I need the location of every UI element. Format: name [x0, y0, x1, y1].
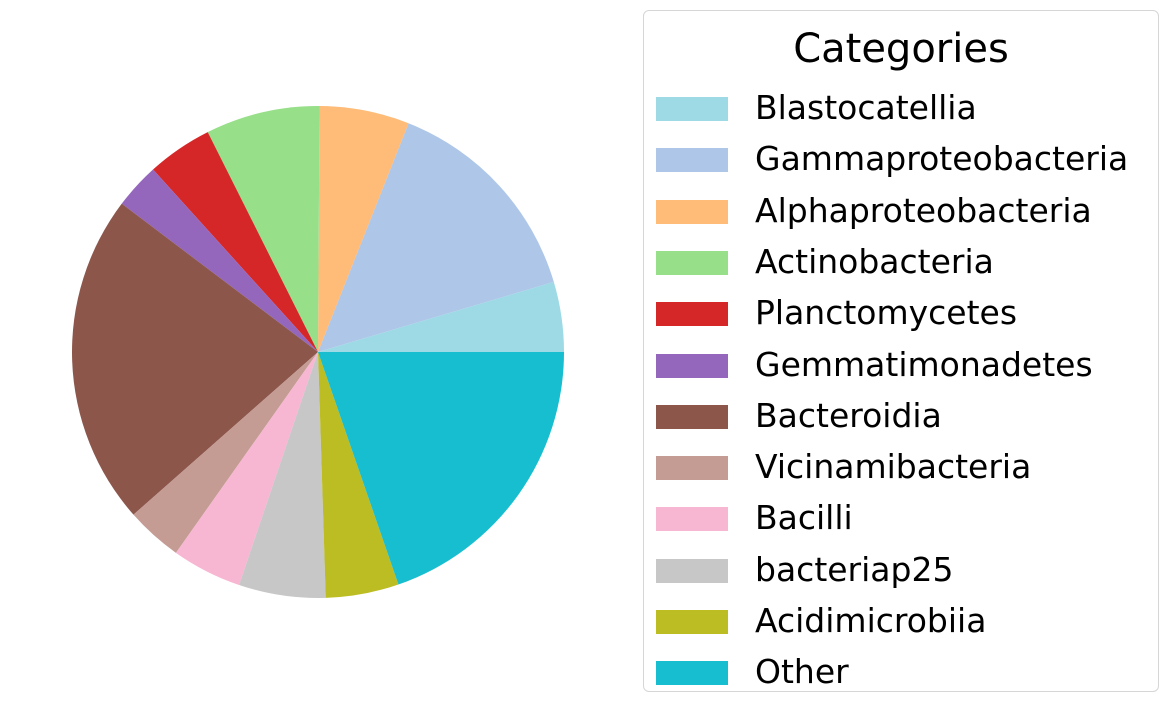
legend-label: Planctomycetes [755, 293, 1018, 333]
legend-swatch [656, 610, 728, 634]
legend-item-acidimicrobiia: Acidimicrobiia [656, 600, 1156, 640]
legend-item-bacteriap25: bacteriap25 [656, 549, 1156, 589]
legend-swatch [656, 199, 728, 224]
pie-slice-bacteriap25 [239, 352, 326, 599]
pie-slice-other [318, 352, 564, 585]
legend-item-bacilli: Bacilli [656, 497, 1156, 537]
legend: Categories Blastocatellia Gammaproteobact… [643, 10, 1159, 692]
legend-label: Other [755, 652, 849, 692]
legend-swatch [656, 148, 728, 173]
pie-slice-alphaproteobacteria [318, 106, 409, 352]
legend-item-bacteroidia: Bacteroidia [656, 395, 1156, 435]
legend-swatch [656, 456, 728, 481]
legend-label: Vicinamibacteria [755, 447, 1032, 487]
legend-swatch [656, 250, 728, 275]
pie-slice-planctomycetes [153, 132, 318, 352]
legend-item-gemmatimonadetes: Gemmatimonadetes [656, 344, 1156, 384]
legend-item-actinobacteria: Actinobacteria [656, 241, 1156, 281]
legend-label: Gemmatimonadetes [755, 344, 1093, 384]
legend-item-gammaproteobacteria: Gammaproteobacteria [656, 138, 1156, 178]
legend-label: Blastocatellia [755, 88, 977, 127]
pie-slice-acidimicrobiia [318, 352, 399, 598]
pie-slice-blastocatellia [318, 281, 564, 352]
legend-item-alphaproteobacteria: Alphaproteobacteria [656, 190, 1156, 230]
legend-item-blastocatellia: Blastocatellia [656, 87, 1156, 127]
legend-swatch [656, 404, 728, 429]
legend-label: Gammaproteobacteria [755, 139, 1129, 179]
legend-label: bacteriap25 [755, 549, 954, 589]
pie-chart [71, 105, 564, 599]
legend-label: Bacteroidia [755, 395, 942, 435]
legend-swatch [656, 507, 728, 532]
legend-swatch [656, 302, 728, 327]
legend-item-planctomycetes: Planctomycetes [656, 292, 1156, 332]
legend-title: Categories [793, 26, 1009, 72]
pie-slice-bacteroidia [71, 203, 319, 515]
legend-label: Acidimicrobiia [755, 601, 987, 640]
pie-slice-gemmatimonadetes [121, 169, 319, 352]
legend-swatch [656, 558, 728, 583]
legend-swatch [656, 97, 728, 121]
legend-label: Alphaproteobacteria [755, 190, 1092, 230]
pie-slice-vicinamibacteria [133, 352, 318, 553]
legend-item-other: Other [656, 651, 1156, 691]
pie-slice-actinobacteria [207, 105, 320, 352]
legend-swatch [656, 661, 728, 686]
pie-slice-gammaproteobacteria [318, 123, 554, 353]
legend-label: Actinobacteria [755, 241, 994, 281]
legend-label: Bacilli [755, 498, 853, 538]
legend-swatch [656, 353, 728, 378]
pie-slice-bacilli [175, 352, 318, 585]
legend-item-vicinamibacteria: Vicinamibacteria [656, 446, 1156, 486]
